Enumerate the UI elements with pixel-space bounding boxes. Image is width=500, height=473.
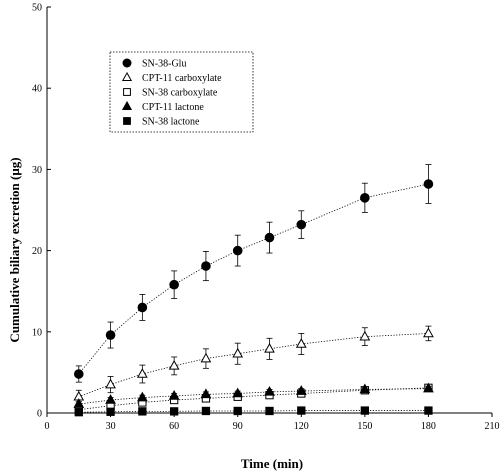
legend-label: CPT-11 lactone: [142, 102, 204, 113]
data-point: [264, 232, 275, 243]
legend-item: SN-38-Glu: [122, 58, 186, 70]
data-point: [360, 406, 370, 415]
data-point: [423, 179, 434, 189]
data-point: [232, 387, 244, 398]
series-line-sn-38-glu: [78, 183, 429, 375]
y-tick-label: 40: [32, 84, 42, 95]
x-tick-label: 150: [357, 421, 372, 432]
legend-item: CPT-11 carboxylate: [121, 71, 222, 84]
legend-label: SN-38 carboxylate: [142, 88, 218, 99]
y-tick-label: 30: [32, 165, 42, 176]
x-tick-label: 120: [294, 421, 309, 432]
data-point: [359, 383, 371, 394]
data-point: [296, 219, 307, 230]
x-tick-label: 0: [45, 421, 50, 432]
data-point: [232, 245, 243, 256]
data-point: [169, 279, 179, 290]
x-tick-label: 210: [485, 421, 500, 432]
data-point: [74, 408, 83, 417]
series-line-cpt-11-lactone: [78, 388, 429, 405]
data-point: [423, 382, 434, 393]
data-point: [295, 338, 307, 348]
legend-box: [109, 51, 254, 133]
y-tick-label: 10: [32, 327, 42, 338]
legend-item: SN-38 lactone: [123, 117, 200, 128]
legend-items: SN-38-Glu CPT-11 carboxylate SN-38 carboxy…: [121, 58, 222, 128]
y-axis-title: Cumulative biliary excretion (μg): [7, 157, 22, 342]
series-line-sn-38-carboxylate: [78, 387, 429, 411]
legend-marker: [121, 100, 133, 111]
data-point: [138, 407, 147, 416]
series-sn-38-carboxylate: [74, 383, 433, 414]
data-point: [264, 385, 275, 396]
data-point: [105, 394, 116, 404]
legend-label: CPT-11 carboxylate: [142, 73, 222, 84]
series-line-sn-38-lactone: [78, 410, 429, 413]
legend-label: SN-38 lactone: [142, 117, 200, 128]
y-tick-label: 50: [32, 3, 42, 14]
data-point: [73, 398, 85, 408]
data-point: [265, 406, 274, 416]
data-point: [169, 407, 179, 416]
series-cpt-11-lactone: [73, 382, 434, 408]
x-axis-title: Time (min): [241, 456, 303, 471]
data-point: [297, 406, 306, 415]
y-tick-label: 20: [32, 246, 42, 257]
data-point: [73, 369, 84, 379]
series-cpt-11-carboxylate: [73, 325, 434, 404]
legend-item: SN-38 carboxylate: [123, 88, 218, 99]
legend-item: CPT-11 lactone: [121, 100, 204, 113]
legend-marker: [121, 71, 133, 82]
data-point: [200, 388, 212, 399]
legend: SN-38-Glu CPT-11 carboxylate SN-38 carboxy…: [109, 51, 254, 133]
data-point: [136, 391, 148, 402]
x-tick-label: 60: [169, 421, 179, 432]
data-point: [105, 330, 116, 340]
series-sn-38-glu: [73, 164, 434, 383]
data-point: [168, 390, 180, 400]
y-ticks: 0 10 20 30 40 50: [32, 3, 51, 420]
data-point: [232, 347, 244, 358]
data-point: [424, 406, 433, 415]
data-point: [264, 342, 275, 353]
data-point: [233, 406, 242, 416]
x-tick-label: 30: [106, 421, 116, 432]
data-point: [360, 193, 370, 203]
y-tick-label: 0: [37, 409, 42, 420]
series-sn-38-lactone: [74, 406, 433, 417]
data-point: [105, 378, 116, 389]
data-point: [201, 406, 211, 416]
data-point: [106, 407, 115, 416]
data-point: [359, 330, 371, 341]
data-point: [200, 352, 212, 363]
x-tick-label: 90: [233, 421, 243, 432]
legend-label: SN-38-Glu: [142, 59, 186, 70]
legend-marker: [123, 88, 131, 96]
data-point: [295, 385, 307, 395]
legend-marker: [123, 117, 131, 125]
data-point: [136, 368, 148, 378]
series-line-cpt-11-carboxylate: [78, 333, 429, 398]
data-point: [201, 261, 211, 271]
x-tick-label: 180: [421, 421, 436, 432]
series-group: [73, 164, 434, 417]
data-point: [168, 359, 180, 370]
legend-marker: [122, 58, 132, 68]
data-point: [423, 327, 434, 338]
data-point: [137, 302, 148, 313]
